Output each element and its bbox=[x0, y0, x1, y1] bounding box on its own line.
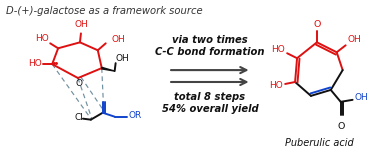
Text: Cl: Cl bbox=[75, 113, 84, 122]
Text: O: O bbox=[76, 79, 82, 88]
Polygon shape bbox=[102, 67, 115, 71]
Text: HO: HO bbox=[36, 34, 49, 43]
Text: HO: HO bbox=[28, 59, 42, 68]
Text: total 8 steps: total 8 steps bbox=[174, 92, 245, 102]
Text: OH: OH bbox=[348, 35, 361, 44]
Text: OH: OH bbox=[112, 35, 125, 44]
Text: 54% overall yield: 54% overall yield bbox=[161, 104, 258, 114]
Text: via two times: via two times bbox=[172, 35, 248, 45]
Text: O: O bbox=[338, 122, 345, 131]
Text: HO: HO bbox=[270, 81, 283, 90]
Text: OH: OH bbox=[355, 93, 368, 102]
Text: OH: OH bbox=[74, 20, 88, 29]
Text: HO: HO bbox=[271, 45, 285, 54]
Text: C-C bond formation: C-C bond formation bbox=[155, 47, 265, 57]
Text: D-(+)-galactose as a framework source: D-(+)-galactose as a framework source bbox=[6, 6, 202, 16]
Text: O: O bbox=[313, 20, 321, 29]
Text: OH: OH bbox=[116, 54, 129, 63]
Text: Puberulic acid: Puberulic acid bbox=[285, 139, 353, 148]
Text: OR: OR bbox=[129, 111, 142, 120]
